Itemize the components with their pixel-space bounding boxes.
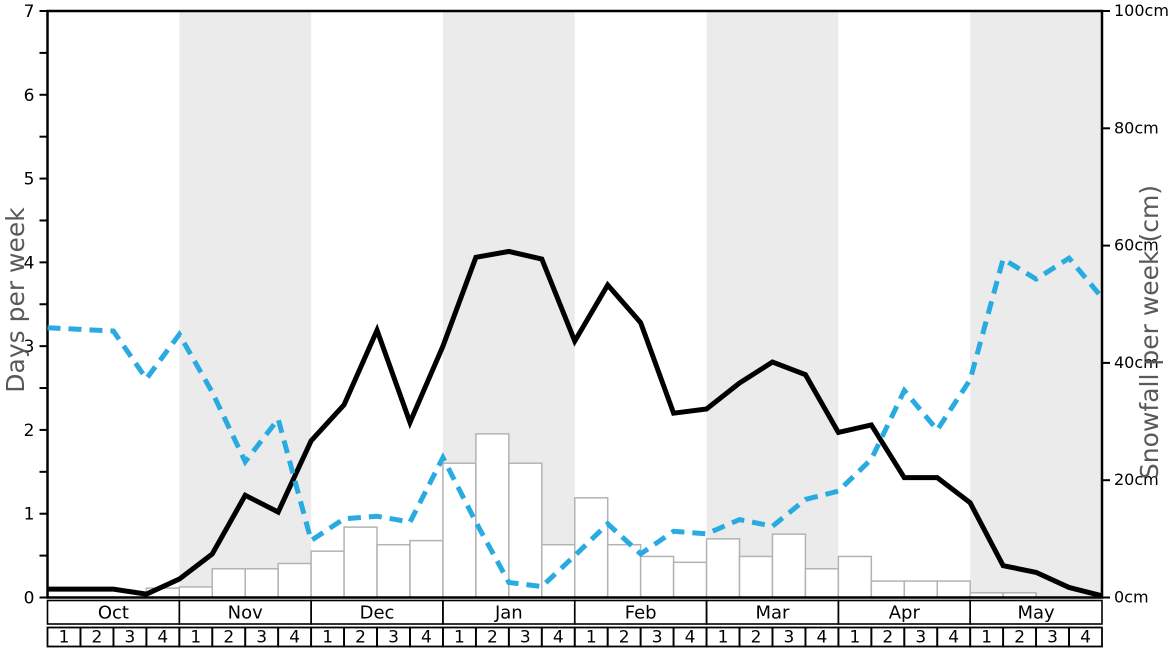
black-line-days xyxy=(47,248,1103,599)
week-number-label: 1 xyxy=(322,628,333,648)
week-number-label: 3 xyxy=(256,628,267,648)
week-number-label: 1 xyxy=(586,628,597,648)
right-tick-label: 0cm xyxy=(1114,588,1149,607)
snowfall-bar xyxy=(244,568,279,599)
snowfall-bar xyxy=(442,462,477,599)
left-tick-label: 3 xyxy=(24,337,35,357)
snowfall-bar xyxy=(310,550,345,599)
snowfall-bar xyxy=(343,526,378,599)
month-label: Mar xyxy=(755,603,790,624)
right-axis-title: Snowfall per week (cm) xyxy=(1135,185,1164,479)
snowfall-bar xyxy=(409,539,444,599)
month-cell xyxy=(969,599,1103,625)
month-label: Feb xyxy=(625,603,657,624)
week-number-label: 3 xyxy=(915,628,926,648)
week-number-label: 3 xyxy=(520,628,531,648)
week-number-label: 1 xyxy=(849,628,860,648)
left-axis-title: Days per week xyxy=(1,207,30,393)
snowfall-bar xyxy=(277,562,312,599)
week-number-label: 2 xyxy=(1014,628,1025,648)
right-tick-label: 20cm xyxy=(1114,470,1159,489)
week-number-label: 1 xyxy=(718,628,729,648)
snowfall-bar xyxy=(211,568,246,599)
week-number-label: 3 xyxy=(652,628,663,648)
left-tick-label: 6 xyxy=(24,86,35,106)
week-number-label: 4 xyxy=(289,628,300,648)
right-tick-label: 40cm xyxy=(1114,353,1159,372)
snowfall-bar xyxy=(804,568,840,599)
snowfall-bar xyxy=(508,462,543,599)
snowfall-bar xyxy=(178,586,214,599)
snowfall-bar xyxy=(475,433,510,599)
month-week-table: Oct Nov Dec Jan Feb Mar Apr May 1 2 3 4 1 2 3 4 1 2 3 4 1 2 3 4… xyxy=(46,599,1103,648)
right-tick-label: 60cm xyxy=(1114,236,1159,255)
week-cell xyxy=(1068,626,1103,648)
week-number-label: 1 xyxy=(981,628,992,648)
snowfall-bar xyxy=(870,580,906,599)
left-tick-label: 7 xyxy=(24,2,35,22)
month-label: May xyxy=(1017,603,1055,624)
month-label: Nov xyxy=(228,603,263,624)
week-number-label: 2 xyxy=(487,628,498,648)
week-number-label: 3 xyxy=(1047,628,1058,648)
left-tick-label: 4 xyxy=(24,253,35,273)
month-label: Dec xyxy=(360,603,395,624)
snowfall-bar xyxy=(738,555,774,599)
left-tick-label: 1 xyxy=(24,505,35,525)
week-number-label: 4 xyxy=(157,628,168,648)
week-number-label: 4 xyxy=(421,628,432,648)
week-number-label: 1 xyxy=(59,628,70,648)
axes-group: 0 1 2 3 4 5 6 7 0cm 20cm 40cm 60cm 80cm 100cm xyxy=(24,1,1168,609)
shaded-band-nov xyxy=(179,11,312,598)
week-number-label: 1 xyxy=(454,628,465,648)
week-number-label: 4 xyxy=(816,628,827,648)
snowfall-bar xyxy=(672,561,708,599)
left-tick-label: 2 xyxy=(24,421,35,441)
blue-dashed-line-days xyxy=(47,254,1104,590)
snowfall-bar xyxy=(837,555,873,599)
snowfall-bar xyxy=(376,543,411,599)
week-number-label: 3 xyxy=(784,628,795,648)
line-series-group xyxy=(47,248,1104,599)
week-number-label: 4 xyxy=(948,628,959,648)
week-number-label: 3 xyxy=(388,628,399,648)
week-number-label: 2 xyxy=(355,628,366,648)
week-number-label: 2 xyxy=(751,628,762,648)
week-number-label: 2 xyxy=(619,628,630,648)
right-tick-label: 100cm xyxy=(1114,1,1168,20)
snowfall-bar xyxy=(541,543,576,599)
snowfall-bar xyxy=(771,533,807,599)
week-number-label: 4 xyxy=(1080,628,1091,648)
snowfall-bar xyxy=(606,543,642,599)
week-number-label: 1 xyxy=(190,628,201,648)
month-label: Oct xyxy=(98,603,129,624)
snowfall-bar xyxy=(936,580,971,599)
right-tick-label: 80cm xyxy=(1114,118,1159,137)
week-number-label: 4 xyxy=(685,628,696,648)
left-tick-label: 0 xyxy=(24,589,35,609)
week-number-label: 2 xyxy=(223,628,234,648)
week-number-label: 3 xyxy=(124,628,135,648)
week-number-label: 2 xyxy=(92,628,103,648)
snowfall-bar xyxy=(903,580,938,599)
shaded-month-bands xyxy=(179,11,1102,598)
month-label: Jan xyxy=(494,603,523,624)
week-number-label: 2 xyxy=(882,628,893,648)
shaded-band-mar xyxy=(706,11,839,598)
week-number-label: 4 xyxy=(553,628,564,648)
snowfall-bar xyxy=(705,538,741,599)
month-label: Apr xyxy=(889,603,921,624)
snowfall-bar xyxy=(639,555,675,599)
left-tick-label: 5 xyxy=(24,170,35,190)
